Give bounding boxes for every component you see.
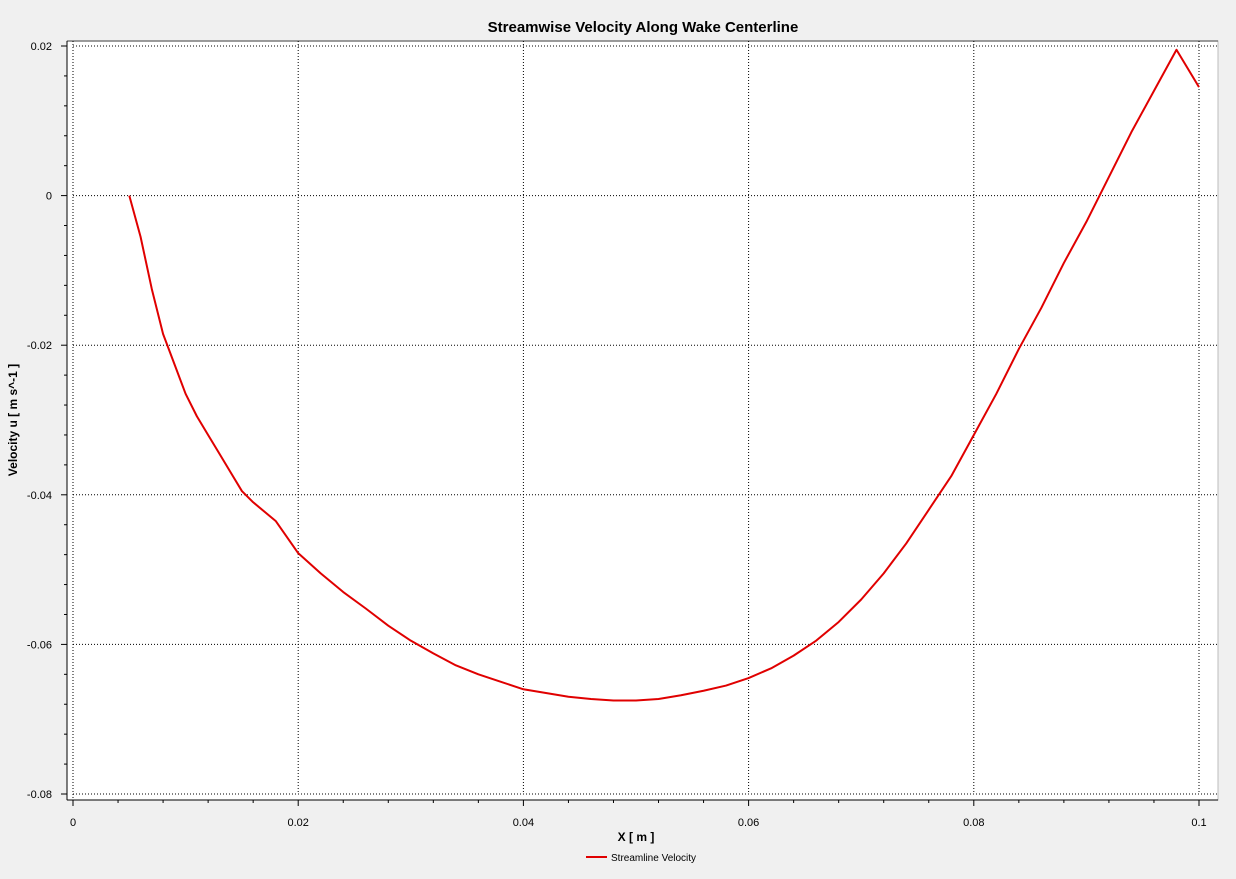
legend-label: Streamline Velocity — [611, 853, 696, 864]
plot-area — [66, 40, 1219, 801]
axis-layer — [61, 41, 1218, 806]
x-tick-label: 0.02 — [287, 817, 308, 829]
x-axis-label: X [ m ] — [618, 830, 655, 844]
series-layer — [128, 48, 1200, 702]
x-tick-label: 0.08 — [963, 817, 984, 829]
y-tick-label: -0.04 — [27, 490, 52, 502]
x-tick-label: 0.04 — [513, 817, 534, 829]
y-tick-label: -0.08 — [27, 789, 52, 801]
y-tick-label: 0 — [46, 191, 52, 203]
legend: Streamline Velocity — [586, 853, 696, 864]
grid-layer — [72, 41, 1218, 800]
x-tick-label: 0.1 — [1191, 817, 1206, 829]
tick-label-layer: 0 0.02 0.04 0.06 0.08 0.1 0.02 0 -0.02 -0.04 -0.06… — [27, 41, 1207, 829]
y-tick-label: -0.02 — [27, 340, 52, 352]
series-line-streamline-velocity — [128, 48, 1200, 702]
y-tick-label: 0.02 — [31, 41, 52, 53]
y-axis-label: Velocity u [ m s^-1 ] — [6, 364, 20, 476]
y-tick-label: -0.06 — [27, 639, 52, 651]
x-tick-label: 0 — [70, 817, 76, 829]
chart-title: Streamwise Velocity Along Wake Centerlin… — [488, 19, 799, 36]
x-tick-label: 0.06 — [738, 817, 759, 829]
